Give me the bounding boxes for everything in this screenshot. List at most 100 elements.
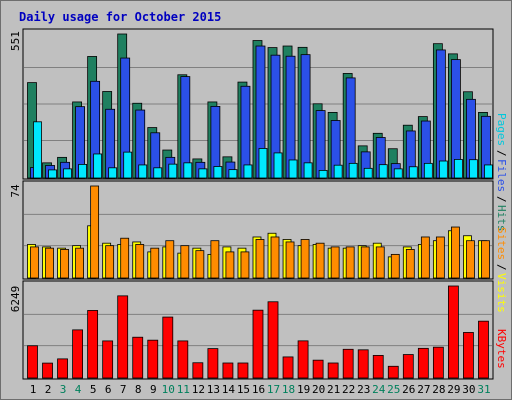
kbytes-bar-day-6 [102,340,114,379]
sites-bar-day-21 [330,246,340,279]
pages-bar-day-4 [78,164,87,179]
sites-bar-day-2 [45,247,54,279]
day-label-20: 20 [312,383,325,396]
sites-bar-day-27 [420,236,430,279]
pages-bar-day-17 [273,152,283,179]
legend-separator: / [495,150,508,157]
day-label-22: 22 [342,383,355,396]
visits-ymax-label: 74 [9,184,22,198]
day-label-5: 5 [90,383,97,396]
kbytes-bar-day-28 [432,346,444,379]
pages-bar-day-13 [213,166,223,179]
pages-bar-day-23 [363,167,373,179]
pages-bar-day-30 [469,159,478,179]
day-label-1: 1 [30,383,37,396]
pages-bar-day-9 [153,167,163,179]
legend-sites-visits: Sites / Visits [495,227,508,313]
day-label-26: 26 [402,383,415,396]
kbytes-bar-day-23 [357,349,369,379]
pages-bar-day-10 [168,163,178,179]
files-bar-day-15 [240,85,251,179]
sites-bar-day-5 [90,185,100,279]
legend-pages-files-hits: Pages / Files / Hits [495,113,508,232]
day-label-8: 8 [135,383,142,396]
pages-bar-day-3 [63,168,72,179]
sites-bar-day-29 [451,226,460,279]
day-label-24: 24 [372,383,386,396]
sites-bar-day-20 [315,242,325,279]
kbytes-ymax-label: 6249 [9,286,22,313]
pages-bar-day-15 [243,164,253,179]
sites-bar-day-28 [435,236,445,279]
pages-bar-day-14 [228,169,238,179]
sites-bar-day-30 [466,240,475,279]
sites-bar-day-26 [405,249,415,279]
sites-bar-day-7 [120,237,130,279]
day-label-7: 7 [120,383,127,396]
kbytes-bar-day-19 [297,340,309,379]
kbytes-bar-day-11 [177,340,189,379]
kbytes-bar-day-26 [402,354,414,379]
pages-bar-day-22 [348,162,358,179]
kbytes-bar-day-20 [312,359,324,379]
legend-hits: Hits [495,205,508,232]
day-label-18: 18 [282,383,295,396]
legend-pages: Pages [495,113,508,146]
chart-title: Daily usage for October 2015 [19,10,221,24]
kbytes-bar-day-5 [87,310,99,379]
day-label-9: 9 [150,383,157,396]
pages-bar-day-5 [93,153,103,179]
day-label-2: 2 [45,383,52,396]
pages-bar-day-27 [423,162,433,179]
sites-bar-day-13 [210,240,220,279]
sites-bar-day-14 [225,251,235,279]
kbytes-bar-day-25 [387,365,399,379]
pages-bar-day-19 [303,162,313,179]
day-label-11: 11 [177,383,190,396]
day-label-6: 6 [105,383,112,396]
legend-sites: Sites [495,227,508,260]
kbytes-bar-day-24 [372,355,384,379]
kbytes-bar-day-9 [147,339,159,379]
day-label-13: 13 [207,383,220,396]
pages-bar-day-18 [288,159,298,179]
sites-bar-day-22 [345,246,355,279]
kbytes-bar-day-22 [342,348,354,379]
day-label-15: 15 [237,383,250,396]
kbytes-bar-day-10 [162,316,174,379]
kbytes-bar-day-2 [42,362,53,379]
hits-ymax-label: 551 [9,31,22,51]
pages-bar-day-26 [408,166,418,179]
kbytes-bar-day-7 [117,295,129,379]
kbytes-bar-day-21 [327,362,339,379]
day-label-31: 31 [477,383,490,396]
day-label-10: 10 [162,383,175,396]
pages-bar-day-20 [318,170,328,179]
sites-bar-day-6 [105,245,115,279]
kbytes-bar-day-14 [222,362,234,379]
sites-bar-day-4 [75,247,84,279]
pages-bar-day-11 [183,162,193,179]
day-label-19: 19 [297,383,310,396]
sites-bar-day-8 [135,244,145,279]
sites-bar-day-24 [375,246,385,279]
pages-bar-day-7 [123,151,133,179]
pages-bar-day-2 [48,169,57,179]
kbytes-bar-day-12 [192,362,204,379]
kbytes-bar-day-27 [417,347,429,379]
legend-separator: / [495,264,508,271]
legend-separator: / [495,196,508,203]
kbytes-bar-day-8 [132,336,144,379]
sites-bar-day-23 [360,246,370,279]
pages-bar-day-29 [454,159,463,179]
sites-bar-day-16 [255,239,265,279]
pages-bar-day-8 [138,164,148,179]
sites-bar-day-3 [60,249,69,279]
legend-files: Files [495,159,508,192]
day-label-21: 21 [327,383,340,396]
day-label-14: 14 [222,383,236,396]
legend-visits: Visits [495,273,508,313]
pages-bar-day-12 [198,168,208,179]
sites-bar-day-1 [30,246,39,279]
legend-kbytes: KBytes [495,329,508,369]
